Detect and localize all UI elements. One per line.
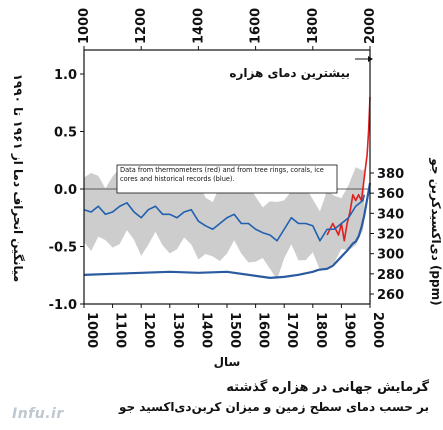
chart-title: گرمایش جهانی در هزاره گذشته	[226, 380, 429, 395]
annotation-text: بیشترین دمای هزاره	[229, 66, 350, 80]
top-tick-label: 2000	[363, 8, 378, 44]
x-tick-label: 1600	[256, 312, 271, 348]
left-tick-label: 1.0	[54, 68, 77, 83]
annotation-arrow	[355, 56, 373, 62]
x-tick-label: 1300	[170, 312, 185, 348]
left-tick-label: 0.5	[54, 126, 77, 141]
top-tick-label: 1400	[191, 8, 206, 44]
series-line-thermometers	[326, 96, 371, 242]
left-tick-label: 0.0	[54, 183, 77, 198]
right-tick-label: 280	[377, 268, 404, 283]
x-tick-label: 1700	[284, 312, 299, 348]
left-tick-label: -1.0	[49, 298, 77, 313]
x-tick-label: 1900	[341, 312, 356, 348]
right-tick-label: 380	[377, 167, 404, 182]
x-tick-label: 1500	[227, 312, 242, 348]
x-tick-label: 1800	[313, 312, 328, 348]
watermark-logo: Infu.ir	[12, 406, 64, 422]
uncertainty-area	[84, 167, 365, 280]
x-tick-label: 1400	[198, 312, 213, 348]
top-tick-label: 1600	[249, 8, 264, 44]
x-tick-label: 1000	[84, 312, 99, 348]
x-axis-label: سال	[214, 355, 241, 369]
x-tick-label: 1200	[141, 312, 156, 348]
x-tick-label: 2000	[370, 312, 385, 348]
legend-note-box	[116, 164, 338, 194]
series-line-proxy-records	[83, 194, 366, 242]
right-tick-label: 300	[377, 248, 404, 263]
right-tick-label: 260	[377, 288, 404, 303]
legend-note: Data from thermometers (red) and from tr…	[120, 166, 324, 183]
top-tick-label: 1800	[306, 8, 321, 44]
uncertainty-band	[84, 167, 365, 280]
top-tick-label: 1200	[134, 8, 149, 44]
right-axis-label: دی‌اکسیدکربن جو (ppm)	[428, 157, 443, 305]
left-tick-label: -0.5	[49, 241, 77, 256]
chart-subtitle: بر حسب دمای سطح زمین و میزان کربن‌دی‌اکس…	[118, 400, 429, 414]
right-tick-label: 340	[377, 207, 404, 222]
right-tick-label: 360	[377, 187, 404, 202]
series-line-co2	[83, 182, 372, 279]
left-axis-label: میانگین انحراف دما از ۱۹۶۱ تا ۱۹۹۰	[11, 74, 25, 283]
right-tick-label: 320	[377, 228, 404, 243]
x-tick-label: 1100	[113, 312, 128, 348]
top-tick-label: 1000	[77, 8, 92, 44]
